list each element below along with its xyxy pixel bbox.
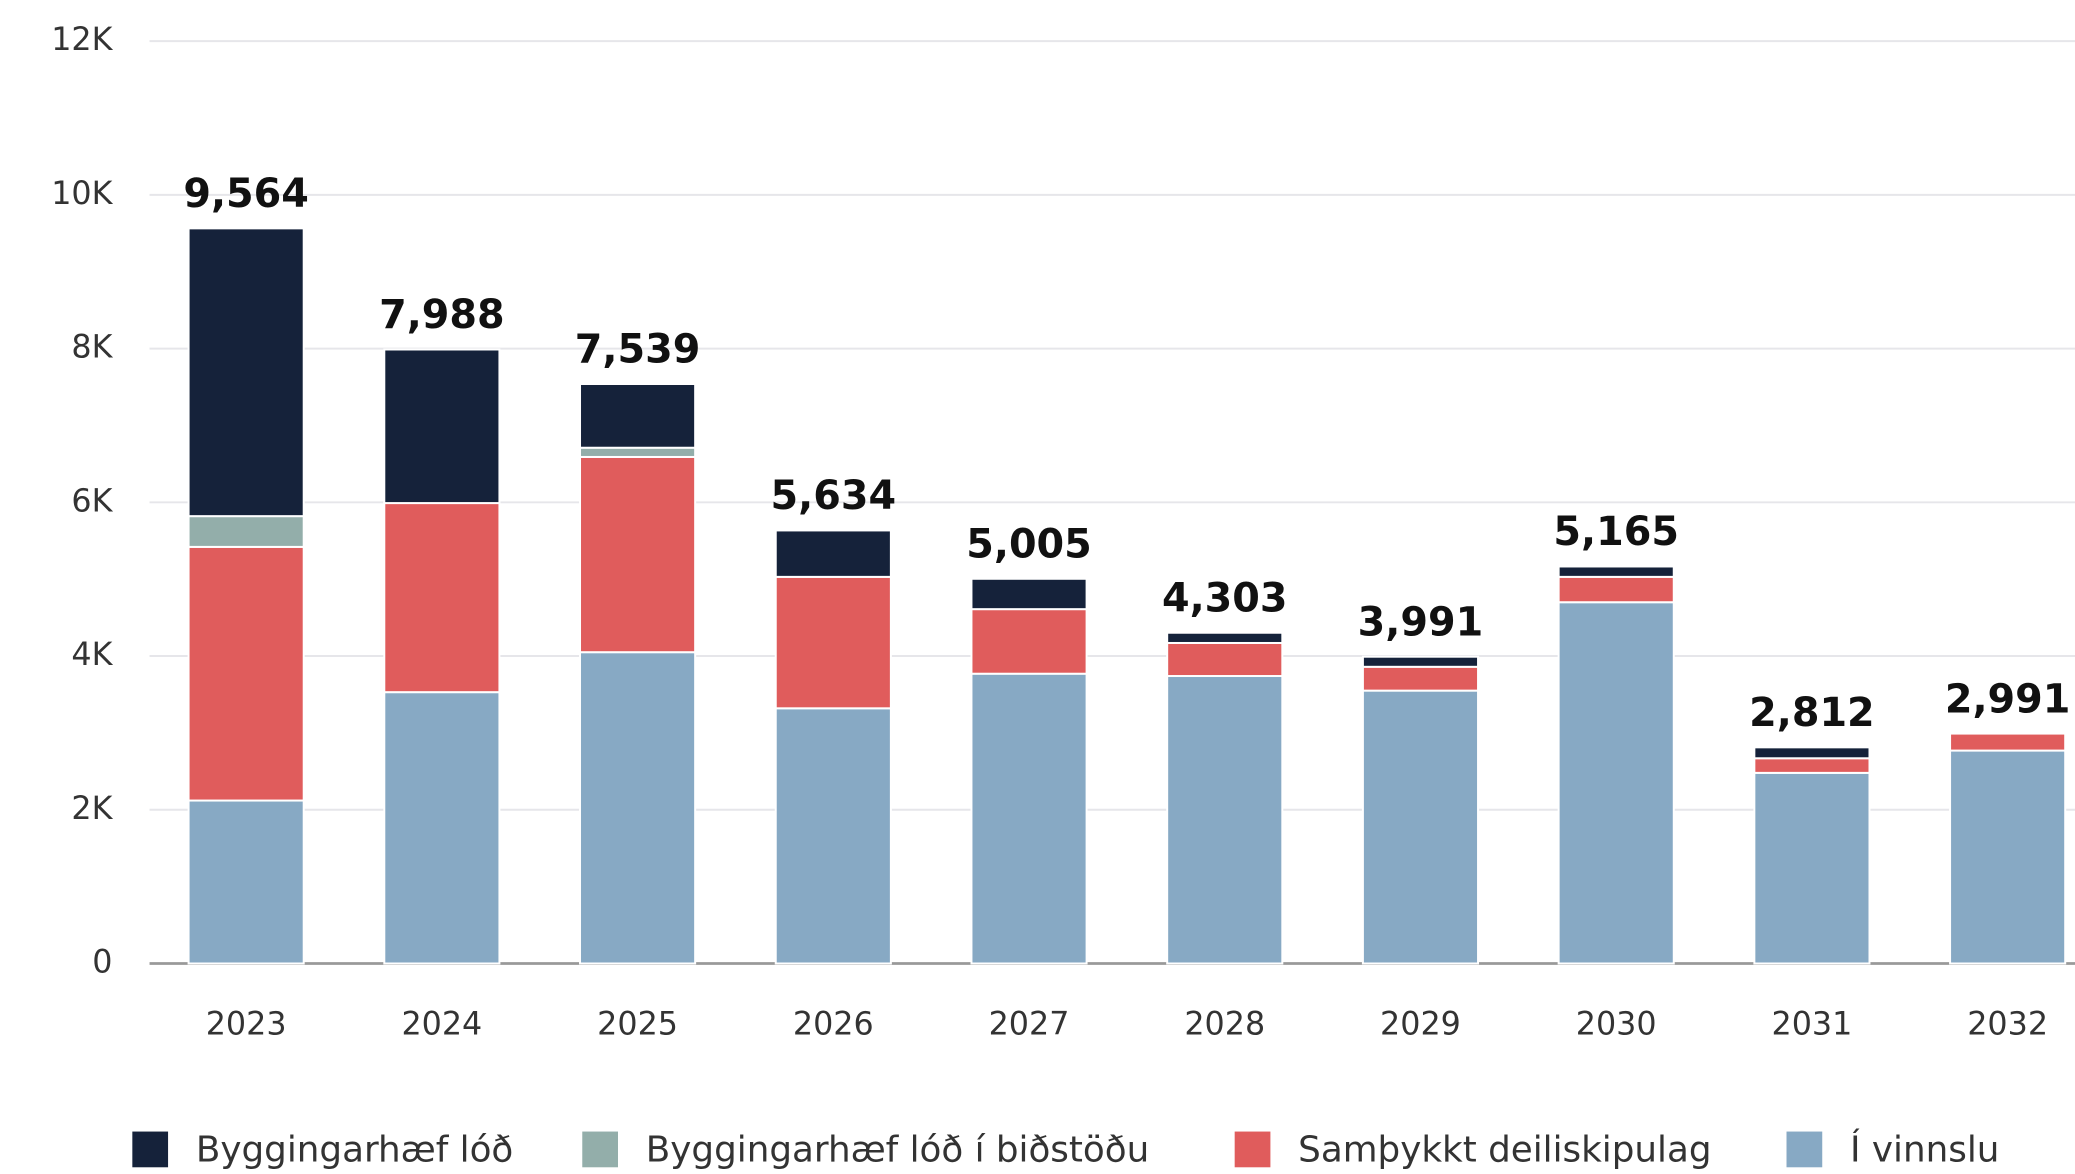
bar-segment [1753,746,1871,760]
total-label: 5,634 [771,473,897,519]
total-label: 2,812 [1749,690,1875,736]
bar-segment [579,651,697,965]
bar-segment [1557,575,1675,604]
total-label: 4,303 [1162,575,1288,621]
bar-segment [187,515,305,548]
bar-segment [774,707,892,965]
y-tick-label: 8K [71,330,113,366]
x-tick-label: 2030 [1576,1007,1657,1043]
bar-segment [383,348,501,505]
x-tick-label: 2026 [793,1007,874,1043]
bar-segment [1949,749,2067,965]
bar-segment [1361,665,1480,692]
bar-segment [1166,675,1284,965]
legend-swatch [132,1131,169,1168]
x-tick-label: 2025 [597,1007,678,1043]
x-tick-label: 2023 [206,1007,287,1043]
bar-segment [1361,655,1480,668]
x-tick-label: 2029 [1380,1007,1461,1043]
total-label: 5,165 [1553,509,1679,555]
bar-segment [774,575,892,710]
total-label: 3,991 [1358,599,1484,645]
legend-swatch [582,1131,619,1168]
bar-segment [1753,757,1871,774]
bar-segment [1361,689,1480,965]
legend-swatch [1234,1131,1271,1168]
legend-label: Í vinnslu [1850,1128,1999,1170]
x-tick-label: 2032 [1967,1007,2048,1043]
x-tick-label: 2028 [1184,1007,1265,1043]
legend-swatch [1786,1131,1823,1168]
x-tick-label: 2024 [401,1007,482,1043]
bar-segment [970,608,1088,675]
bar-segment [1753,771,1871,965]
bar-segment [579,455,697,654]
y-tick-label: 12K [51,22,113,58]
total-label: 5,005 [966,522,1092,568]
bar-segment [187,545,305,802]
bar-segment [1557,565,1675,578]
legend-label: Byggingarhæf lóð í biðstöðu [646,1129,1149,1170]
legend-label: Byggingarhæf lóð [196,1129,513,1170]
y-tick-label: 6K [71,483,113,519]
y-tick-label: 4K [71,637,113,673]
total-label: 9,564 [183,171,309,217]
bar-segment [1166,631,1284,644]
x-tick-label: 2027 [989,1007,1070,1043]
total-label: 2,991 [1945,676,2071,722]
y-tick-label: 2K [71,791,113,827]
y-tick-label: 10K [51,176,113,212]
bar-segment [187,799,305,965]
bar-segment [1166,641,1284,678]
bar-segment [970,577,1088,611]
bar-segment [579,383,697,449]
y-tick-label: 0 [92,944,112,980]
bar-segment [970,672,1088,965]
bar-segment [187,227,305,518]
x-tick-label: 2031 [1772,1007,1853,1043]
bar-segment [1949,732,2067,752]
legend-label: Samþykkt deiliskipulag [1298,1129,1711,1170]
total-label: 7,988 [379,292,505,338]
bar-segment [774,529,892,578]
bar-segment [579,446,697,458]
total-label: 7,539 [575,327,701,373]
bar-segment [383,502,501,694]
bar-segment [383,691,501,965]
bar-segment [1557,601,1675,965]
